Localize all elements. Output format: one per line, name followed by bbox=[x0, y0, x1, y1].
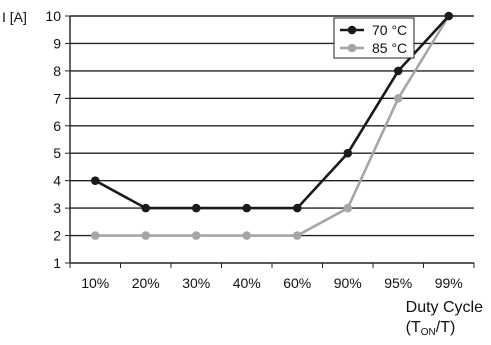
y-tick-label: 9 bbox=[53, 35, 61, 51]
x-tick-label: 60% bbox=[283, 275, 311, 291]
x-tick-labels: 10% 20% 30% 40% 60% 90% 95% 99% bbox=[81, 275, 463, 291]
axes bbox=[65, 15, 475, 268]
data-point bbox=[393, 66, 403, 76]
legend-label: 85 °C bbox=[372, 40, 407, 56]
y-tick-label: 5 bbox=[53, 145, 61, 161]
data-point bbox=[90, 231, 100, 240]
x-axis-label-formula-close: /T) bbox=[435, 319, 456, 336]
data-point bbox=[343, 148, 353, 158]
legend-swatch-marker bbox=[347, 25, 357, 35]
y-tick-label: 8 bbox=[53, 63, 61, 79]
data-point bbox=[141, 203, 151, 213]
series-line bbox=[94, 15, 450, 210]
data-point bbox=[292, 203, 302, 213]
legend-label: 70 °C bbox=[372, 22, 407, 38]
legend-box bbox=[333, 17, 415, 59]
x-tick-label: 10% bbox=[81, 275, 109, 291]
series-group bbox=[90, 11, 454, 240]
y-tick-label: 3 bbox=[53, 200, 61, 216]
x-tick-label: 95% bbox=[384, 275, 412, 291]
x-axis-label: Duty Cycle (TON/T) bbox=[406, 298, 483, 343]
x-tick-label: 99% bbox=[435, 275, 463, 291]
y-tick-label: 2 bbox=[53, 228, 61, 244]
y-tick-labels: 1 2 3 4 5 6 7 8 9 10 bbox=[45, 8, 61, 271]
y-tick-label: 10 bbox=[45, 8, 61, 24]
x-tick-label: 30% bbox=[182, 275, 210, 291]
data-point bbox=[292, 231, 302, 240]
data-point bbox=[343, 203, 353, 213]
y-tick-label: 7 bbox=[53, 90, 61, 106]
y-tick-label: 1 bbox=[53, 255, 61, 271]
x-tick-label: 90% bbox=[334, 275, 362, 291]
y-tick-label: 6 bbox=[53, 118, 61, 134]
series-line bbox=[95, 15, 450, 237]
grid-lines bbox=[70, 15, 474, 237]
data-point bbox=[393, 94, 403, 103]
data-point bbox=[444, 11, 454, 21]
x-tick-label: 20% bbox=[132, 275, 160, 291]
data-point bbox=[141, 231, 151, 240]
data-point bbox=[191, 203, 201, 213]
legend: 70 °C 85 °C bbox=[333, 17, 415, 59]
y-axis-label: I [A] bbox=[2, 9, 27, 25]
x-axis-label-formula-sub: ON bbox=[420, 327, 436, 338]
data-point bbox=[191, 231, 201, 240]
x-axis-label-formula-open: (T bbox=[405, 319, 421, 336]
x-axis-label-formula: (TON/T) bbox=[406, 318, 483, 343]
x-tick-label: 40% bbox=[233, 275, 261, 291]
y-tick-label: 4 bbox=[53, 173, 61, 189]
data-point bbox=[242, 231, 252, 240]
x-axis-label-main: Duty Cycle bbox=[405, 299, 483, 316]
data-point bbox=[242, 203, 252, 213]
legend-swatch-marker bbox=[347, 43, 357, 53]
data-point bbox=[90, 176, 100, 185]
